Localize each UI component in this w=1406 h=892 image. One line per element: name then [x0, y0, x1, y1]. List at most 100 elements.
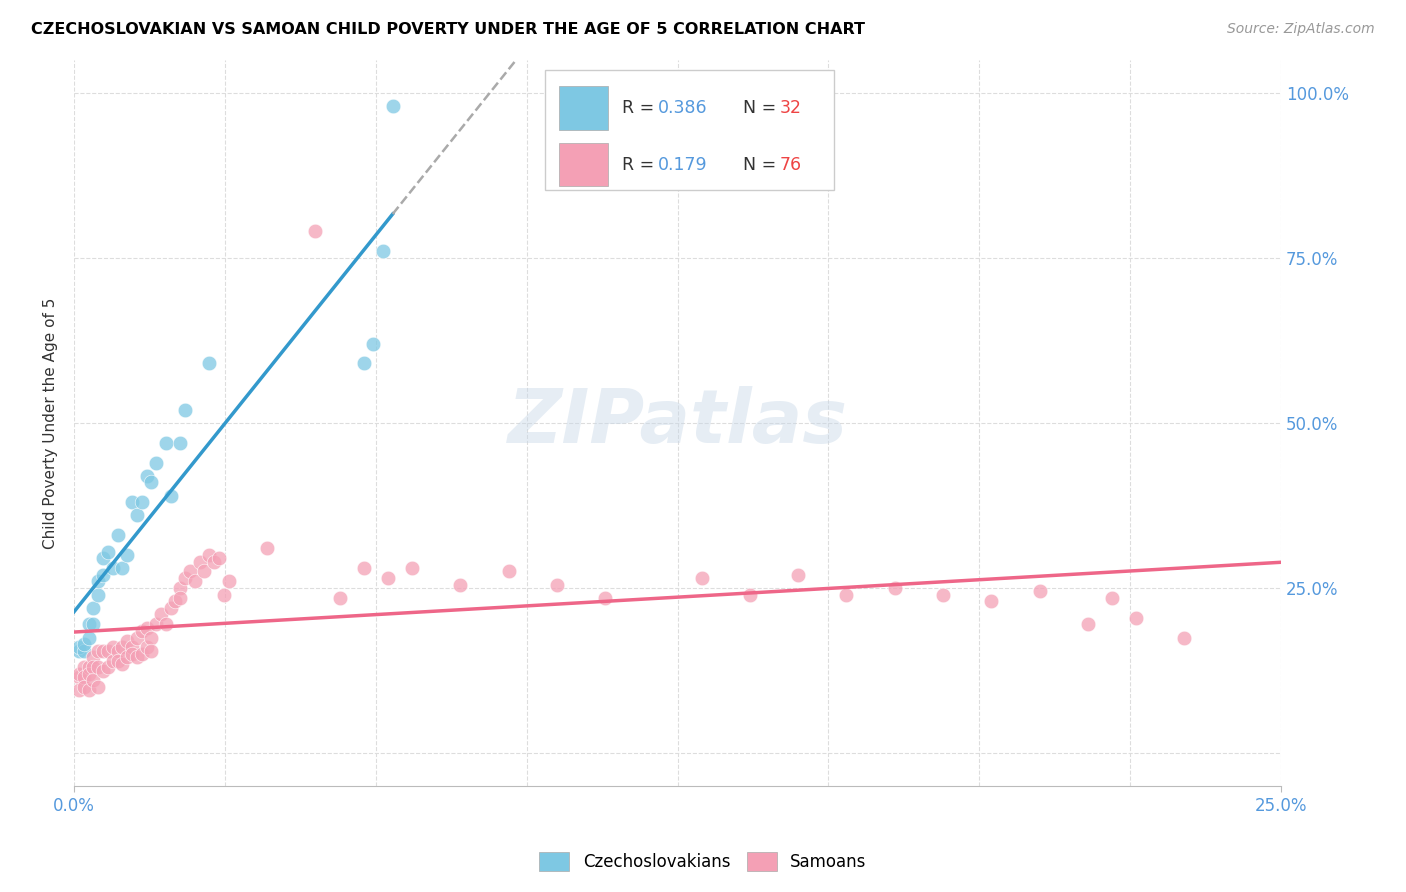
Point [304, 224, 326, 238]
FancyBboxPatch shape [544, 70, 834, 190]
Point [149, 607, 172, 622]
Point [174, 402, 197, 417]
Point [111, 657, 134, 671]
Point [363, 336, 385, 351]
Point [141, 475, 163, 490]
Point [1125, 611, 1147, 625]
Point [107, 644, 129, 658]
Point [165, 594, 187, 608]
Point [169, 435, 191, 450]
Point [111, 640, 134, 655]
Point [193, 565, 215, 579]
Text: 32: 32 [780, 99, 801, 117]
Point [141, 644, 163, 658]
Point [125, 631, 148, 645]
Text: CZECHOSLOVAKIAN VS SAMOAN CHILD POVERTY UNDER THE AGE OF 5 CORRELATION CHART: CZECHOSLOVAKIAN VS SAMOAN CHILD POVERTY … [31, 22, 865, 37]
Point [1028, 584, 1050, 599]
Point [121, 640, 143, 655]
Point [97, 660, 120, 674]
Point [135, 621, 157, 635]
Point [155, 617, 177, 632]
FancyBboxPatch shape [560, 143, 607, 186]
Point [401, 561, 423, 575]
Point [179, 565, 201, 579]
Point [1173, 631, 1195, 645]
Point [353, 561, 375, 575]
Point [115, 548, 138, 562]
Point [1077, 617, 1099, 632]
Point [377, 571, 399, 585]
Point [381, 99, 404, 113]
Point [101, 640, 124, 655]
Point [91, 664, 114, 678]
Point [101, 654, 124, 668]
Point [91, 567, 114, 582]
Point [159, 600, 181, 615]
Point [198, 356, 221, 370]
Point [145, 455, 167, 469]
Point [1101, 591, 1123, 605]
Text: N =: N = [742, 99, 782, 117]
Point [73, 660, 96, 674]
Text: Source: ZipAtlas.com: Source: ZipAtlas.com [1227, 22, 1375, 37]
FancyBboxPatch shape [560, 87, 607, 130]
Point [82, 650, 104, 665]
Point [202, 555, 225, 569]
Point [141, 631, 163, 645]
Point [107, 654, 129, 668]
Point [67, 683, 90, 698]
Point [121, 647, 143, 661]
Point [97, 544, 120, 558]
Point [87, 574, 110, 589]
Legend: Czechoslovakians, Samoans: Czechoslovakians, Samoans [531, 843, 875, 880]
Point [125, 508, 148, 523]
Point [353, 356, 375, 370]
Point [371, 244, 394, 259]
Point [169, 591, 191, 605]
Point [184, 574, 207, 589]
Point [174, 571, 197, 585]
Point [77, 631, 100, 645]
Point [107, 528, 129, 542]
Point [67, 666, 90, 681]
Point [73, 670, 96, 684]
Point [87, 644, 110, 658]
Text: 76: 76 [780, 155, 803, 174]
Point [91, 644, 114, 658]
Point [77, 683, 100, 698]
Point [125, 650, 148, 665]
Point [67, 670, 90, 684]
Point [690, 571, 713, 585]
Point [101, 561, 124, 575]
Point [73, 637, 96, 651]
Point [87, 680, 110, 694]
Point [131, 495, 153, 509]
Point [77, 666, 100, 681]
Point [131, 647, 153, 661]
Point [111, 561, 134, 575]
Point [82, 600, 104, 615]
Point [159, 489, 181, 503]
Point [155, 435, 177, 450]
Point [738, 588, 761, 602]
Point [73, 680, 96, 694]
Point [67, 644, 90, 658]
Point [169, 581, 191, 595]
Point [498, 565, 520, 579]
Point [135, 468, 157, 483]
Point [218, 574, 240, 589]
Text: ZIPatlas: ZIPatlas [508, 386, 848, 459]
Point [77, 617, 100, 632]
Point [932, 588, 955, 602]
Point [77, 660, 100, 674]
Point [67, 640, 90, 655]
Point [145, 617, 167, 632]
Point [593, 591, 616, 605]
Point [82, 660, 104, 674]
Point [91, 551, 114, 566]
Point [188, 555, 211, 569]
Point [87, 588, 110, 602]
Point [73, 644, 96, 658]
Point [198, 548, 221, 562]
Point [131, 624, 153, 638]
